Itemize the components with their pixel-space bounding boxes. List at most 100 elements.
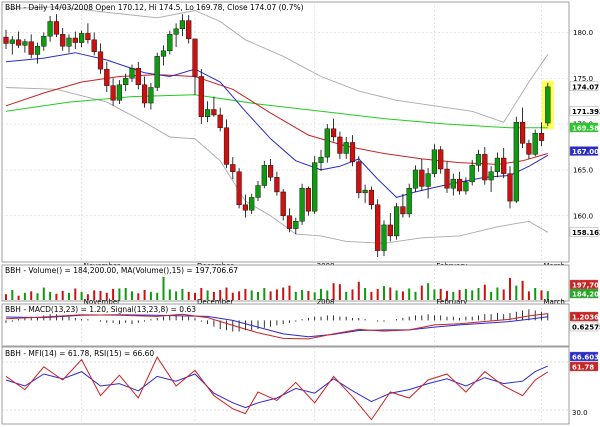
candle-body	[211, 109, 217, 116]
volume-bar	[250, 290, 253, 300]
candle	[488, 166, 494, 192]
candle	[186, 15, 192, 44]
candle-body	[22, 41, 28, 46]
candle	[230, 157, 236, 180]
volume-bar	[181, 288, 184, 300]
bollinger-bands	[5, 6, 549, 244]
volume-bar	[219, 289, 222, 300]
candle	[41, 32, 47, 51]
candle	[198, 69, 204, 125]
candle-body	[198, 76, 204, 117]
volume-bar	[502, 289, 505, 300]
candle-body	[545, 86, 551, 124]
candle-body	[331, 128, 337, 138]
candle	[72, 31, 78, 49]
month-label: December	[197, 298, 233, 306]
candle	[22, 38, 28, 53]
candle-body	[324, 128, 330, 158]
candle-body	[419, 169, 425, 187]
candle-body	[368, 189, 375, 205]
macd-panel-title: BBH - MACD(13,23) = 1.20, Signal(13,23,8…	[5, 305, 196, 314]
candle	[312, 156, 318, 214]
volume-bar	[496, 287, 499, 300]
candle	[520, 107, 526, 148]
candle	[167, 30, 173, 55]
badge-label: 174.07	[572, 83, 599, 91]
candle	[60, 27, 66, 51]
volume-bar	[477, 288, 480, 300]
volume-bar	[42, 287, 45, 300]
volume-bar	[307, 290, 310, 300]
candle	[16, 31, 22, 49]
volume-bar	[364, 288, 367, 300]
volume-bar	[131, 291, 133, 300]
badge-bg	[569, 311, 599, 322]
candle-body	[53, 21, 60, 35]
mfi-rsi-badges: 66.6033 61.78	[569, 351, 600, 372]
volume-bar	[187, 291, 190, 300]
candle-body	[192, 38, 198, 77]
candle	[394, 202, 400, 240]
volume-badges: 197,707 184,200	[569, 279, 600, 299]
candle	[375, 199, 381, 257]
badge-label: 158.162	[572, 229, 600, 237]
candle-body	[375, 204, 381, 251]
volume-bar	[11, 289, 14, 300]
volume-bar	[225, 287, 228, 300]
volume-bar	[244, 288, 247, 300]
candle	[362, 184, 368, 203]
candle	[507, 166, 513, 209]
candle-body	[3, 36, 9, 44]
volume-bar	[395, 290, 398, 300]
volume-bar	[149, 291, 152, 300]
candle-body	[154, 56, 160, 88]
price-panel: BBH - Daily 14/03/2008 Open 170.12, Hi 1…	[1, 1, 600, 270]
candle-body	[9, 39, 15, 44]
candle	[299, 183, 305, 225]
candle-body	[349, 142, 356, 162]
candle-body	[34, 46, 41, 55]
macd-panel-frame	[1, 303, 570, 347]
candle-body	[179, 20, 186, 30]
macd-badge-macd: 1.20368	[569, 311, 600, 322]
candle	[91, 32, 97, 56]
badge-bg	[569, 361, 599, 372]
badge-bg	[569, 321, 599, 332]
volume-bar	[212, 291, 215, 300]
badge-bg	[569, 146, 599, 156]
month-label: 2008	[317, 298, 335, 306]
candle	[261, 160, 267, 189]
candle-body	[47, 21, 53, 37]
volume-bar	[80, 291, 83, 300]
candle	[438, 146, 444, 174]
candle	[444, 161, 450, 193]
badge-bg	[569, 122, 599, 133]
candle-body	[444, 168, 450, 189]
volume-bar	[74, 288, 77, 300]
month-label: November	[84, 298, 121, 306]
volume-bar	[168, 289, 171, 300]
volume-bar	[521, 280, 524, 300]
candle-body	[293, 221, 299, 229]
badge-label: 169.582	[572, 124, 600, 132]
volume-bar	[446, 290, 448, 300]
candle	[457, 171, 463, 195]
candle	[47, 15, 53, 42]
volume-bar	[137, 293, 140, 300]
candle-body	[343, 142, 349, 154]
price-badge-ma-long: 169.582	[569, 122, 600, 133]
candle	[204, 101, 211, 123]
candle	[110, 78, 116, 106]
candle-body	[173, 28, 179, 35]
candle-body	[526, 143, 532, 155]
candle-body	[387, 224, 393, 237]
mfi-badge-rsi: 66.6033	[569, 351, 600, 362]
candle	[85, 23, 91, 44]
candle-body	[532, 133, 538, 155]
volume-bar	[112, 288, 115, 300]
candle-body	[520, 122, 526, 144]
candle-body	[450, 178, 456, 189]
badge-bg	[569, 288, 599, 299]
volume-bar	[55, 293, 58, 300]
candle-body	[356, 161, 362, 194]
